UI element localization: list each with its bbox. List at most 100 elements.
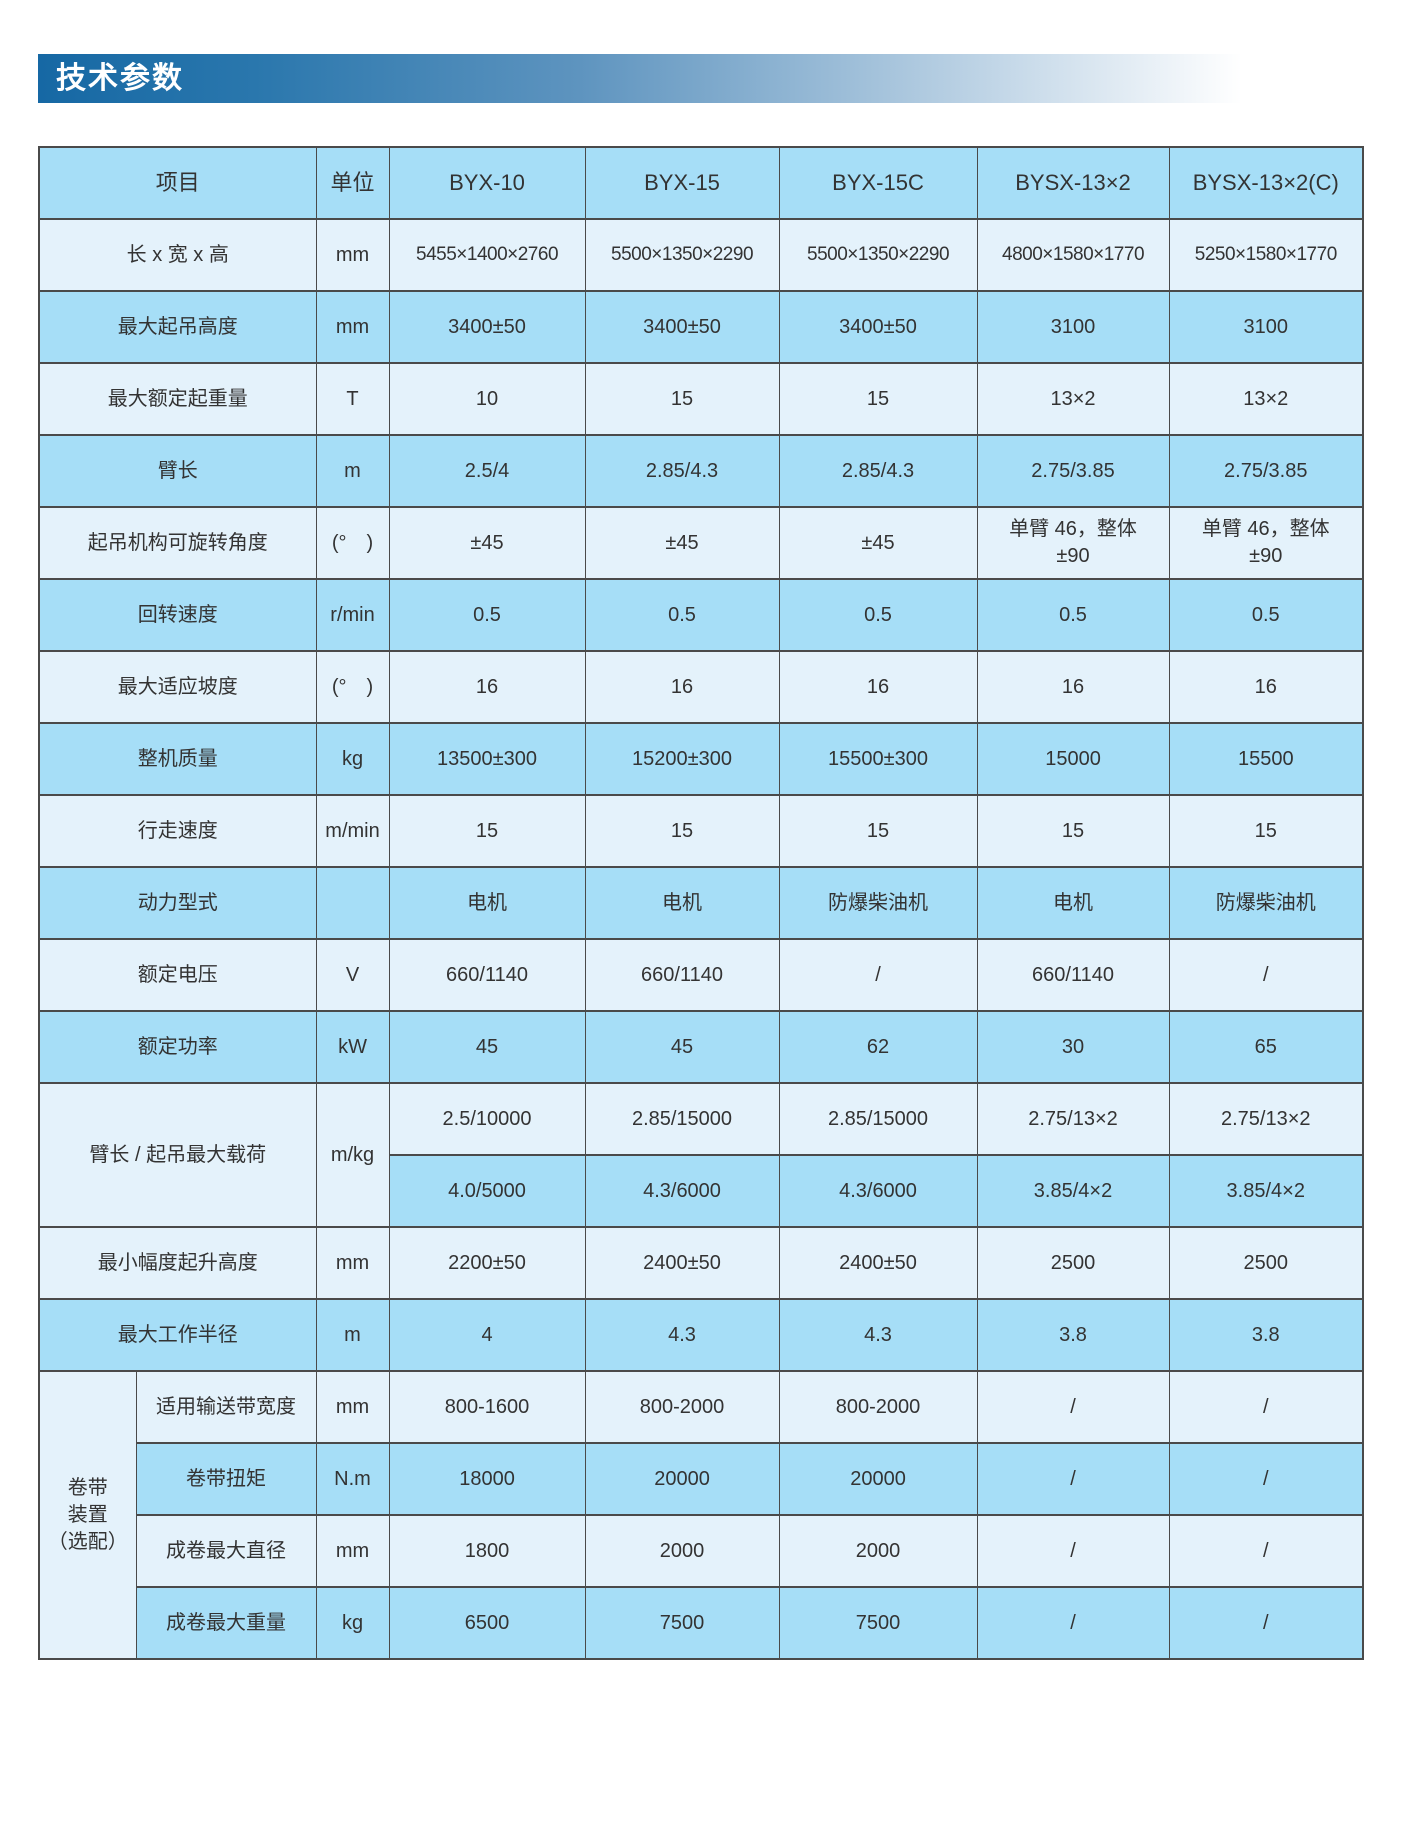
value-cell: 15200±300	[584, 722, 780, 796]
table-row: 额定功率 kW 45 45 62 30 65	[38, 1010, 1364, 1084]
unit-cell: kW	[315, 1010, 390, 1084]
table-row: 臂长 m 2.5/4 2.85/4.3 2.85/4.3 2.75/3.85 2.75/3.…	[38, 434, 1364, 508]
value-cell: 4.3	[584, 1298, 780, 1372]
value-cell: 防爆柴油机	[1168, 866, 1364, 940]
unit-cell: kg	[315, 722, 390, 796]
column-header-model: BYSX-13×2	[976, 146, 1170, 220]
unit-cell: mm	[315, 290, 390, 364]
value-cell: 16	[976, 650, 1170, 724]
value-cell: ±45	[388, 506, 586, 580]
value-cell: /	[1168, 938, 1364, 1012]
value-cell: 0.5	[388, 578, 586, 652]
unit-cell: V	[315, 938, 390, 1012]
value-cell: 2.85/4.3	[584, 434, 780, 508]
table-row: 臂长 / 起吊最大载荷 m/kg 2.5/10000 2.85/15000 2.85/1…	[38, 1082, 1364, 1228]
value-cell: 2.75/3.85	[976, 434, 1170, 508]
row-label: 最大适应坡度	[38, 650, 317, 724]
row-label: 最大额定起重量	[38, 362, 317, 436]
value-cell: 2.75/13×2	[976, 1082, 1170, 1156]
value-cell: 15	[778, 794, 978, 868]
value-cell: 20000	[778, 1442, 978, 1516]
unit-cell	[315, 866, 390, 940]
value-cell: 2400±50	[584, 1226, 780, 1300]
value-cell: 2400±50	[778, 1226, 978, 1300]
value-cell: 660/1140	[388, 938, 586, 1012]
value-cell: 13500±300	[388, 722, 586, 796]
column-header-unit: 单位	[315, 146, 390, 220]
value-cell: /	[976, 1514, 1170, 1588]
value-cell: 16	[584, 650, 780, 724]
value-cell: 0.5	[1168, 578, 1364, 652]
column-header-model: BYX-15C	[778, 146, 978, 220]
value-cell: 16	[1168, 650, 1364, 724]
value-cell: 0.5	[976, 578, 1170, 652]
column-header-model: BYX-15	[584, 146, 780, 220]
table-row: 卷带扭矩 N.m 18000 20000 20000//	[39, 1442, 1364, 1516]
row-label: 最大工作半径	[38, 1298, 317, 1372]
table-row: 最大适应坡度 (° ) 16 16 16 16 16	[38, 650, 1364, 724]
value-cell: 15	[778, 362, 978, 436]
value-cell: 18000	[388, 1442, 586, 1516]
value-cell: 20000	[584, 1442, 780, 1516]
row-label: 回转速度	[38, 578, 317, 652]
value-cell: 13×2	[976, 362, 1170, 436]
unit-cell: m/kg	[315, 1082, 390, 1228]
value-cell: 16	[778, 650, 978, 724]
row-label: 额定功率	[38, 1010, 317, 1084]
value-cell: 10	[388, 362, 586, 436]
value-cell: 电机	[388, 866, 586, 940]
group-label: 卷带 装置 （选配）	[38, 1370, 137, 1660]
table-row: 成卷最大重量 kg 6500 7500 7500//	[39, 1586, 1364, 1660]
value-cell: 2.85/4.3	[778, 434, 978, 508]
unit-cell: m	[315, 1298, 390, 1372]
section-title: 技术参数	[56, 61, 184, 95]
value-cell: 5250×1580×1770	[1168, 218, 1364, 292]
table-row: 整机质量 kg 13500±300 15200±300 15500±300 15000 15…	[38, 722, 1364, 796]
table-row: 最小幅度起升高度 mm 2200±50 2400±50 2400±50 2500 2500	[38, 1226, 1364, 1300]
value-cell: 4.3/6000	[584, 1154, 780, 1228]
value-cell: 13×2	[1168, 362, 1364, 436]
value-cell: 15	[584, 362, 780, 436]
value-cell: 45	[388, 1010, 586, 1084]
value-cell: 65	[1168, 1010, 1364, 1084]
table-row: 动力型式 电机 电机 防爆柴油机 电机 防爆柴油机	[38, 866, 1364, 940]
value-cell: 单臂 46，整体 ±90	[1168, 506, 1364, 580]
value-cell: 1800	[388, 1514, 586, 1588]
value-cell: 800-2000	[584, 1370, 780, 1444]
value-cell: 单臂 46，整体 ±90	[976, 506, 1170, 580]
value-cell: 800-2000	[778, 1370, 978, 1444]
row-label: 卷带扭矩	[135, 1442, 317, 1516]
unit-cell: mm	[315, 1514, 390, 1588]
column-header-model: BYSX-13×2(C)	[1168, 146, 1364, 220]
value-cell: 15	[584, 794, 780, 868]
row-label: 起吊机构可旋转角度	[38, 506, 317, 580]
value-cell: 3.85/4×2	[1168, 1154, 1364, 1228]
value-cell: 2.85/15000	[584, 1082, 780, 1156]
value-cell: 电机	[584, 866, 780, 940]
value-cell: /	[976, 1442, 1170, 1516]
value-cell: 0.5	[584, 578, 780, 652]
value-cell: 3.8	[1168, 1298, 1364, 1372]
unit-cell: kg	[315, 1586, 390, 1660]
value-cell: 电机	[976, 866, 1170, 940]
table-row: 4.0/5000 4.3/6000 4.3/6000 3.85/4×2 3.85/4×2	[39, 1154, 1364, 1228]
value-cell: 3400±50	[388, 290, 586, 364]
value-cell: 660/1140	[584, 938, 780, 1012]
value-cell: 30	[976, 1010, 1170, 1084]
row-label: 成卷最大直径	[135, 1514, 317, 1588]
value-cell: 2.75/13×2	[1168, 1082, 1364, 1156]
header-row: 项目 单位 BYX-10 BYX-15 BYX-15C BYSX-13×2 BYSX-13×…	[38, 146, 1364, 220]
table-row: 长 x 宽 x 高 mm 5455×1400×2760 5500×1350×2290 5…	[38, 218, 1364, 292]
table-row: 最大工作半径 m 4 4.3 4.3 3.8 3.8	[38, 1298, 1364, 1372]
row-label: 成卷最大重量	[135, 1586, 317, 1660]
table-row: 起吊机构可旋转角度 (° ) ±45 ±45 ±45 单臂 46，整体 ±90 单臂 46，…	[38, 506, 1364, 580]
value-cell: 15	[976, 794, 1170, 868]
table-row: 回转速度 r/min 0.5 0.5 0.5 0.5 0.5	[38, 578, 1364, 652]
row-label: 动力型式	[38, 866, 317, 940]
value-cell: 0.5	[778, 578, 978, 652]
value-cell: 2200±50	[388, 1226, 586, 1300]
value-cell: 15500±300	[778, 722, 978, 796]
row-label: 整机质量	[38, 722, 317, 796]
table-row: 额定电压 V 660/1140 660/1140/660/1140/	[38, 938, 1364, 1012]
row-label: 最小幅度起升高度	[38, 1226, 317, 1300]
